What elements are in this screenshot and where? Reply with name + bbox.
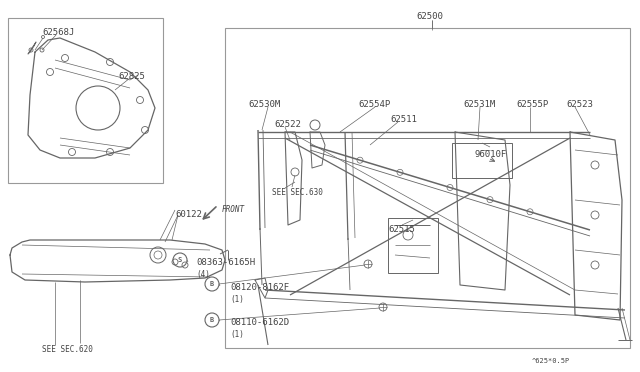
Text: 62568J: 62568J — [42, 28, 74, 37]
Text: 96010F: 96010F — [475, 150, 508, 159]
Text: 62554P: 62554P — [358, 100, 390, 109]
Text: SEE SEC.630: SEE SEC.630 — [272, 188, 323, 197]
Text: 62530M: 62530M — [248, 100, 280, 109]
Text: 08363-6165H: 08363-6165H — [196, 258, 255, 267]
Text: 62500: 62500 — [417, 12, 444, 21]
Text: FRONT: FRONT — [222, 205, 245, 214]
Text: 08120-8162F: 08120-8162F — [230, 283, 289, 292]
Text: 62555P: 62555P — [516, 100, 548, 109]
Text: B: B — [210, 317, 214, 323]
Bar — [8, 18, 163, 183]
Text: 62511: 62511 — [390, 115, 417, 124]
Text: (1): (1) — [230, 295, 244, 304]
Text: B: B — [210, 281, 214, 287]
Text: SEE SEC.620: SEE SEC.620 — [42, 345, 93, 354]
Text: S: S — [178, 257, 182, 263]
Text: 62531M: 62531M — [463, 100, 495, 109]
Text: 62523: 62523 — [566, 100, 593, 109]
Text: (1): (1) — [230, 330, 244, 339]
Text: 08110-6162D: 08110-6162D — [230, 318, 289, 327]
Text: (4): (4) — [196, 270, 210, 279]
Text: ^625*0.5P: ^625*0.5P — [532, 358, 570, 364]
Text: 62522: 62522 — [274, 120, 301, 129]
Bar — [388, 218, 438, 273]
Text: 62515: 62515 — [388, 225, 415, 234]
Text: 62825: 62825 — [118, 72, 145, 81]
Bar — [452, 143, 512, 178]
Text: 60122: 60122 — [175, 210, 202, 219]
Bar — [225, 28, 630, 348]
